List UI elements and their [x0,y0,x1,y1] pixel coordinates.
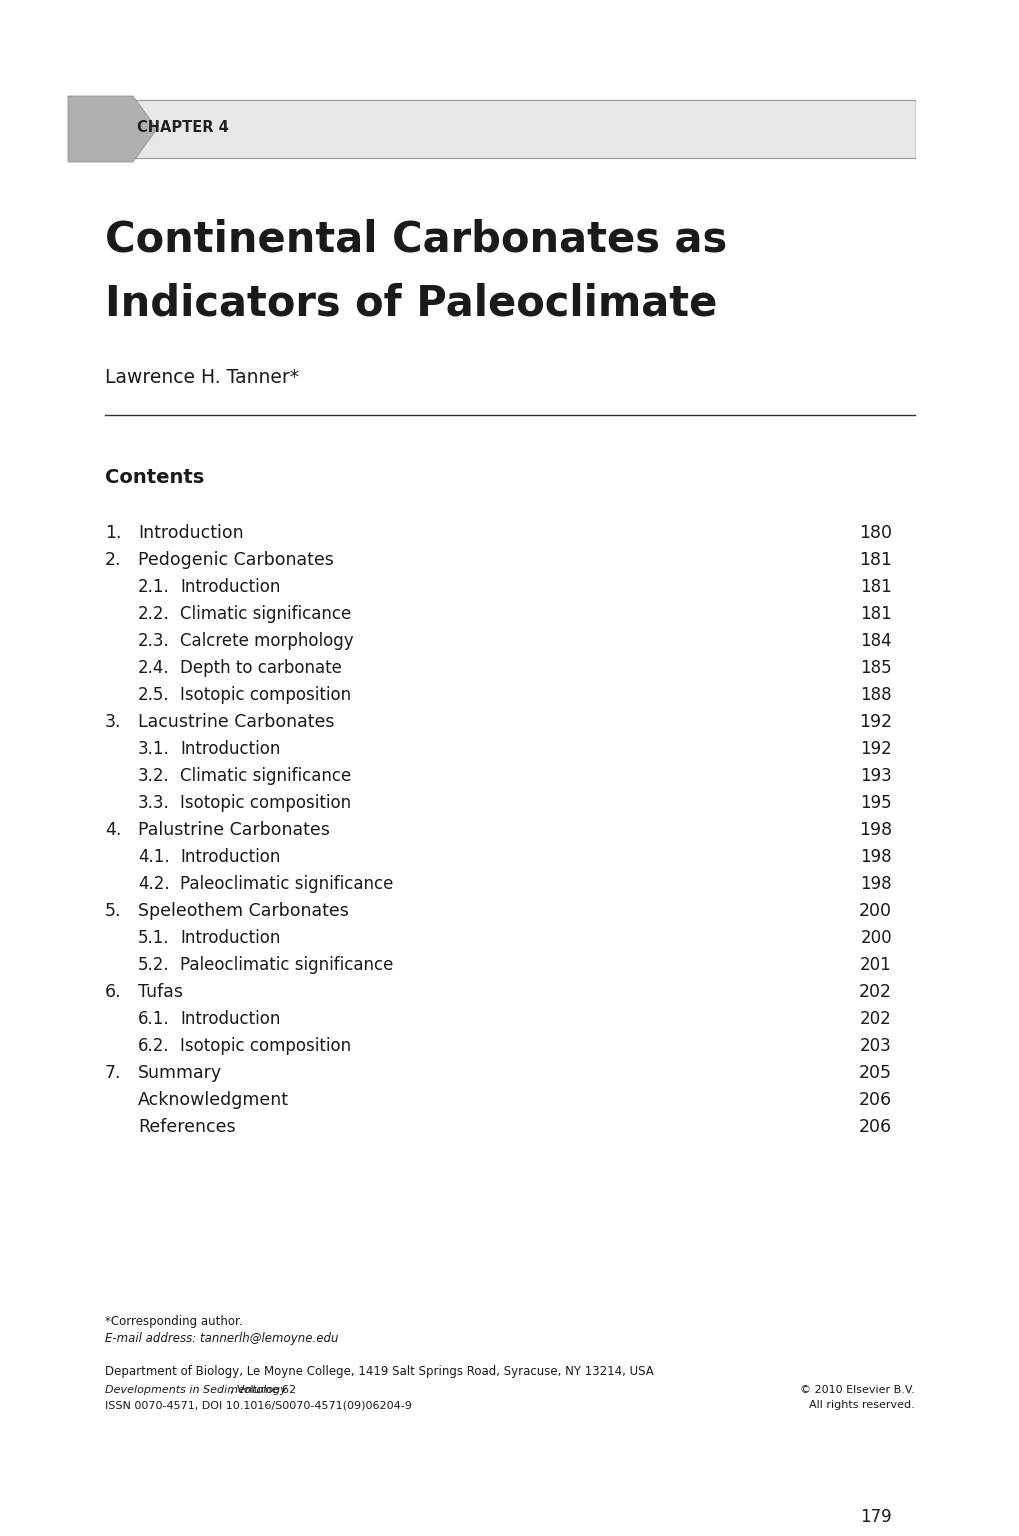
Text: 184: 184 [860,631,892,650]
Text: 179: 179 [860,1508,892,1525]
Text: 2.5.: 2.5. [138,687,169,703]
Text: 6.1.: 6.1. [138,1011,169,1028]
Text: Pedogenic Carbonates: Pedogenic Carbonates [138,551,333,568]
Text: 201: 201 [859,955,892,974]
Text: 4.: 4. [105,822,121,839]
Text: ISSN 0070-4571, DOI 10.1016/S0070-4571(09)06204-9: ISSN 0070-4571, DOI 10.1016/S0070-4571(0… [105,1399,412,1410]
Text: Paleoclimatic significance: Paleoclimatic significance [179,876,393,892]
Text: Introduction: Introduction [179,929,280,948]
Text: Introduction: Introduction [179,848,280,866]
Text: 2.2.: 2.2. [138,605,169,624]
Text: 5.2.: 5.2. [138,955,169,974]
Text: 4.1.: 4.1. [138,848,169,866]
Text: Continental Carbonates as: Continental Carbonates as [105,218,727,260]
Text: 202: 202 [858,983,892,1001]
Text: Indicators of Paleoclimate: Indicators of Paleoclimate [105,283,716,324]
Text: 192: 192 [859,740,892,757]
Text: 5.: 5. [105,902,121,920]
Text: 3.: 3. [105,713,121,731]
Text: 181: 181 [858,551,892,568]
Polygon shape [68,95,157,161]
Text: 6.2.: 6.2. [138,1037,169,1055]
Text: Lacustrine Carbonates: Lacustrine Carbonates [138,713,334,731]
Text: CHAPTER 4: CHAPTER 4 [137,120,228,135]
Text: 195: 195 [860,794,892,813]
Text: Developments in Sedimentology: Developments in Sedimentology [105,1385,286,1395]
Text: 203: 203 [859,1037,892,1055]
Text: Climatic significance: Climatic significance [179,766,351,785]
Text: 3.2.: 3.2. [138,766,169,785]
Text: 193: 193 [859,766,892,785]
Text: 2.4.: 2.4. [138,659,169,677]
Text: E-mail address: tannerlh@lemoyne.edu: E-mail address: tannerlh@lemoyne.edu [105,1332,338,1346]
Text: *Corresponding author.: *Corresponding author. [105,1315,243,1329]
Bar [115,100,914,158]
Text: Lawrence H. Tanner*: Lawrence H. Tanner* [105,369,299,387]
Text: 2.3.: 2.3. [138,631,169,650]
Text: 3.1.: 3.1. [138,740,169,757]
Text: Introduction: Introduction [179,578,280,596]
Text: 4.2.: 4.2. [138,876,169,892]
Text: Isotopic composition: Isotopic composition [179,794,351,813]
Text: 185: 185 [860,659,892,677]
Text: References: References [138,1118,235,1137]
Text: Speleothem Carbonates: Speleothem Carbonates [138,902,348,920]
Text: © 2010 Elsevier B.V.: © 2010 Elsevier B.V. [800,1385,914,1395]
Text: 5.1.: 5.1. [138,929,169,948]
Text: 206: 206 [858,1091,892,1109]
Text: Isotopic composition: Isotopic composition [179,687,351,703]
Text: 7.: 7. [105,1064,121,1081]
Text: 202: 202 [859,1011,892,1028]
Text: Introduction: Introduction [138,524,244,542]
Text: Depth to carbonate: Depth to carbonate [179,659,341,677]
Text: Isotopic composition: Isotopic composition [179,1037,351,1055]
Text: 198: 198 [860,876,892,892]
Text: 192: 192 [858,713,892,731]
Text: Calcrete morphology: Calcrete morphology [179,631,354,650]
Text: Acknowledgment: Acknowledgment [138,1091,288,1109]
Text: Contents: Contents [105,468,204,487]
Text: 3.3.: 3.3. [138,794,169,813]
Text: 1.: 1. [105,524,121,542]
Text: 198: 198 [858,822,892,839]
Text: 205: 205 [858,1064,892,1081]
Text: Paleoclimatic significance: Paleoclimatic significance [179,955,393,974]
Text: 6.: 6. [105,983,121,1001]
Text: 188: 188 [860,687,892,703]
Text: Climatic significance: Climatic significance [179,605,351,624]
Text: Palustrine Carbonates: Palustrine Carbonates [138,822,329,839]
Text: 180: 180 [858,524,892,542]
Text: 200: 200 [858,902,892,920]
Text: 181: 181 [859,578,892,596]
Text: Introduction: Introduction [179,740,280,757]
Text: Department of Biology, Le Moyne College, 1419 Salt Springs Road, Syracuse, NY 13: Department of Biology, Le Moyne College,… [105,1366,653,1378]
Text: Tufas: Tufas [138,983,182,1001]
Text: 2.1.: 2.1. [138,578,169,596]
Text: Summary: Summary [138,1064,222,1081]
Text: , Volume 62: , Volume 62 [229,1385,296,1395]
Text: 200: 200 [860,929,892,948]
Text: 181: 181 [859,605,892,624]
Text: Introduction: Introduction [179,1011,280,1028]
Text: All rights reserved.: All rights reserved. [808,1399,914,1410]
Text: 2.: 2. [105,551,121,568]
Text: 198: 198 [860,848,892,866]
Text: 206: 206 [858,1118,892,1137]
